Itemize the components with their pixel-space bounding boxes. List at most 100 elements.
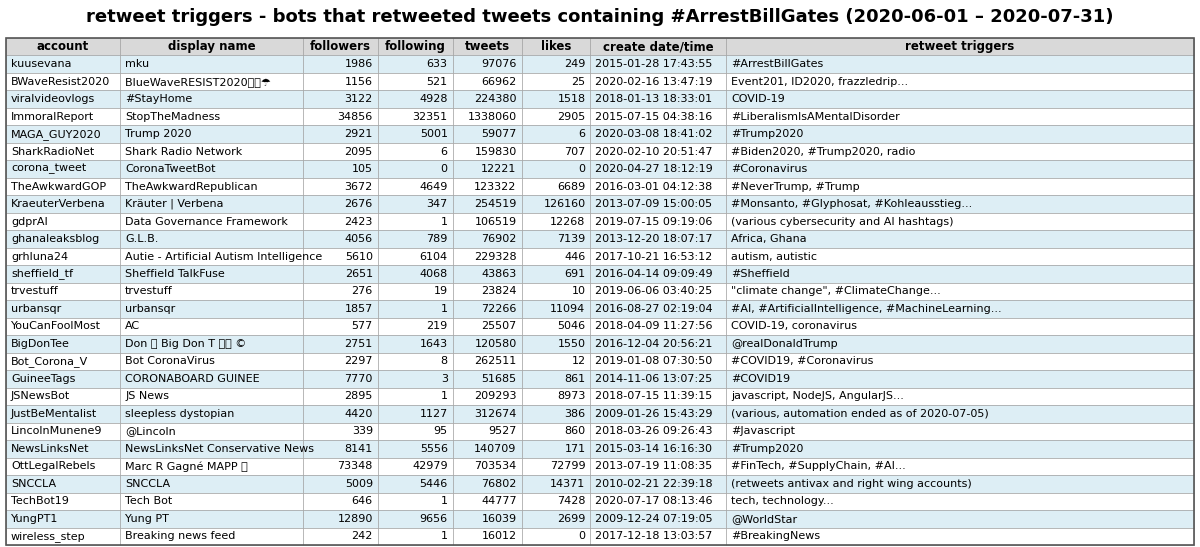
Bar — [590, 475, 726, 492]
Bar — [726, 423, 1194, 440]
Text: 2019-06-06 03:40:25: 2019-06-06 03:40:25 — [595, 287, 713, 296]
Bar — [522, 440, 590, 458]
Text: "climate change", #ClimateChange...: "climate change", #ClimateChange... — [731, 287, 941, 296]
Text: 7139: 7139 — [557, 234, 586, 244]
Bar — [452, 143, 522, 160]
Text: display name: display name — [168, 40, 256, 53]
Bar — [452, 388, 522, 405]
Bar — [302, 475, 378, 492]
Bar — [452, 492, 522, 510]
Bar — [726, 492, 1194, 510]
Bar — [726, 143, 1194, 160]
Bar — [590, 405, 726, 423]
Text: COVID-19, coronavirus: COVID-19, coronavirus — [731, 322, 857, 331]
Text: 25: 25 — [571, 77, 586, 87]
Bar — [590, 300, 726, 318]
Text: MAGA_GUY2020: MAGA_GUY2020 — [11, 129, 102, 139]
Bar — [6, 300, 120, 318]
Text: 2020-03-08 18:41:02: 2020-03-08 18:41:02 — [595, 129, 713, 139]
Bar — [378, 38, 452, 55]
Bar — [726, 510, 1194, 527]
Text: 2676: 2676 — [344, 199, 373, 209]
Text: javascript, NodeJS, AngularJS...: javascript, NodeJS, AngularJS... — [731, 392, 904, 401]
Bar — [590, 510, 726, 527]
Bar — [6, 527, 120, 545]
Text: SNCCLA: SNCCLA — [11, 479, 56, 489]
Bar — [6, 388, 120, 405]
Bar — [452, 440, 522, 458]
Bar — [726, 55, 1194, 73]
Text: #LiberalismIsAMentalDisorder: #LiberalismIsAMentalDisorder — [731, 112, 900, 121]
Text: 2015-01-28 17:43:55: 2015-01-28 17:43:55 — [595, 59, 713, 69]
Bar — [726, 90, 1194, 108]
Bar — [120, 388, 302, 405]
Text: 1: 1 — [440, 304, 448, 314]
Bar — [522, 90, 590, 108]
Text: KraeuterVerbena: KraeuterVerbena — [11, 199, 106, 209]
Bar — [302, 458, 378, 475]
Bar — [452, 283, 522, 300]
Text: #COVID19, #Coronavirus: #COVID19, #Coronavirus — [731, 357, 874, 366]
Bar — [726, 248, 1194, 265]
Text: #BreakingNews: #BreakingNews — [731, 531, 820, 542]
Bar — [378, 230, 452, 248]
Text: 0: 0 — [578, 531, 586, 542]
Bar — [590, 370, 726, 388]
Text: TheAwkwardGOP: TheAwkwardGOP — [11, 182, 106, 191]
Bar — [120, 90, 302, 108]
Bar — [452, 458, 522, 475]
Text: TheAwkwardRepublican: TheAwkwardRepublican — [125, 182, 258, 191]
Text: #Trump2020: #Trump2020 — [731, 444, 803, 454]
Bar — [590, 38, 726, 55]
Text: @Lincoln: @Lincoln — [125, 426, 175, 437]
Bar — [522, 125, 590, 143]
Text: 224380: 224380 — [474, 94, 516, 104]
Text: followers: followers — [310, 40, 371, 53]
Bar — [378, 283, 452, 300]
Text: 6689: 6689 — [557, 182, 586, 191]
Text: Data Governance Framework: Data Governance Framework — [125, 217, 288, 226]
Text: SNCCLA: SNCCLA — [125, 479, 170, 489]
Text: urbansqr: urbansqr — [125, 304, 175, 314]
Text: JSNewsBot: JSNewsBot — [11, 392, 71, 401]
Text: Yung PT: Yung PT — [125, 514, 169, 524]
Bar — [726, 73, 1194, 90]
Text: corona_tweet: corona_tweet — [11, 164, 86, 174]
Text: 339: 339 — [352, 426, 373, 437]
Bar — [378, 353, 452, 370]
Bar — [522, 510, 590, 527]
Text: 5446: 5446 — [420, 479, 448, 489]
Text: 209293: 209293 — [474, 392, 516, 401]
Bar — [726, 195, 1194, 213]
Bar — [6, 318, 120, 335]
Bar — [302, 230, 378, 248]
Bar — [452, 318, 522, 335]
Bar — [726, 178, 1194, 195]
Text: 446: 446 — [564, 252, 586, 261]
Bar — [120, 38, 302, 55]
Text: trvestuff: trvestuff — [11, 287, 59, 296]
Bar — [120, 492, 302, 510]
Bar — [726, 475, 1194, 492]
Text: 7770: 7770 — [344, 374, 373, 384]
Text: 2297: 2297 — [344, 357, 373, 366]
Bar — [378, 318, 452, 335]
Bar — [522, 38, 590, 55]
Text: 4068: 4068 — [420, 269, 448, 279]
Text: 2095: 2095 — [344, 147, 373, 156]
Bar — [120, 230, 302, 248]
Text: 0: 0 — [440, 164, 448, 174]
Bar — [452, 423, 522, 440]
Text: 8: 8 — [440, 357, 448, 366]
Text: 3122: 3122 — [344, 94, 373, 104]
Bar — [120, 73, 302, 90]
Bar — [452, 370, 522, 388]
Text: ghanaleaksblog: ghanaleaksblog — [11, 234, 100, 244]
Text: 2010-02-21 22:39:18: 2010-02-21 22:39:18 — [595, 479, 713, 489]
Bar — [590, 458, 726, 475]
Bar — [120, 300, 302, 318]
Bar — [6, 353, 120, 370]
Text: BlueWaveRESIST2020🌊💧☂️: BlueWaveRESIST2020🌊💧☂️ — [125, 77, 271, 87]
Bar — [120, 353, 302, 370]
Text: Shark Radio Network: Shark Radio Network — [125, 147, 242, 156]
